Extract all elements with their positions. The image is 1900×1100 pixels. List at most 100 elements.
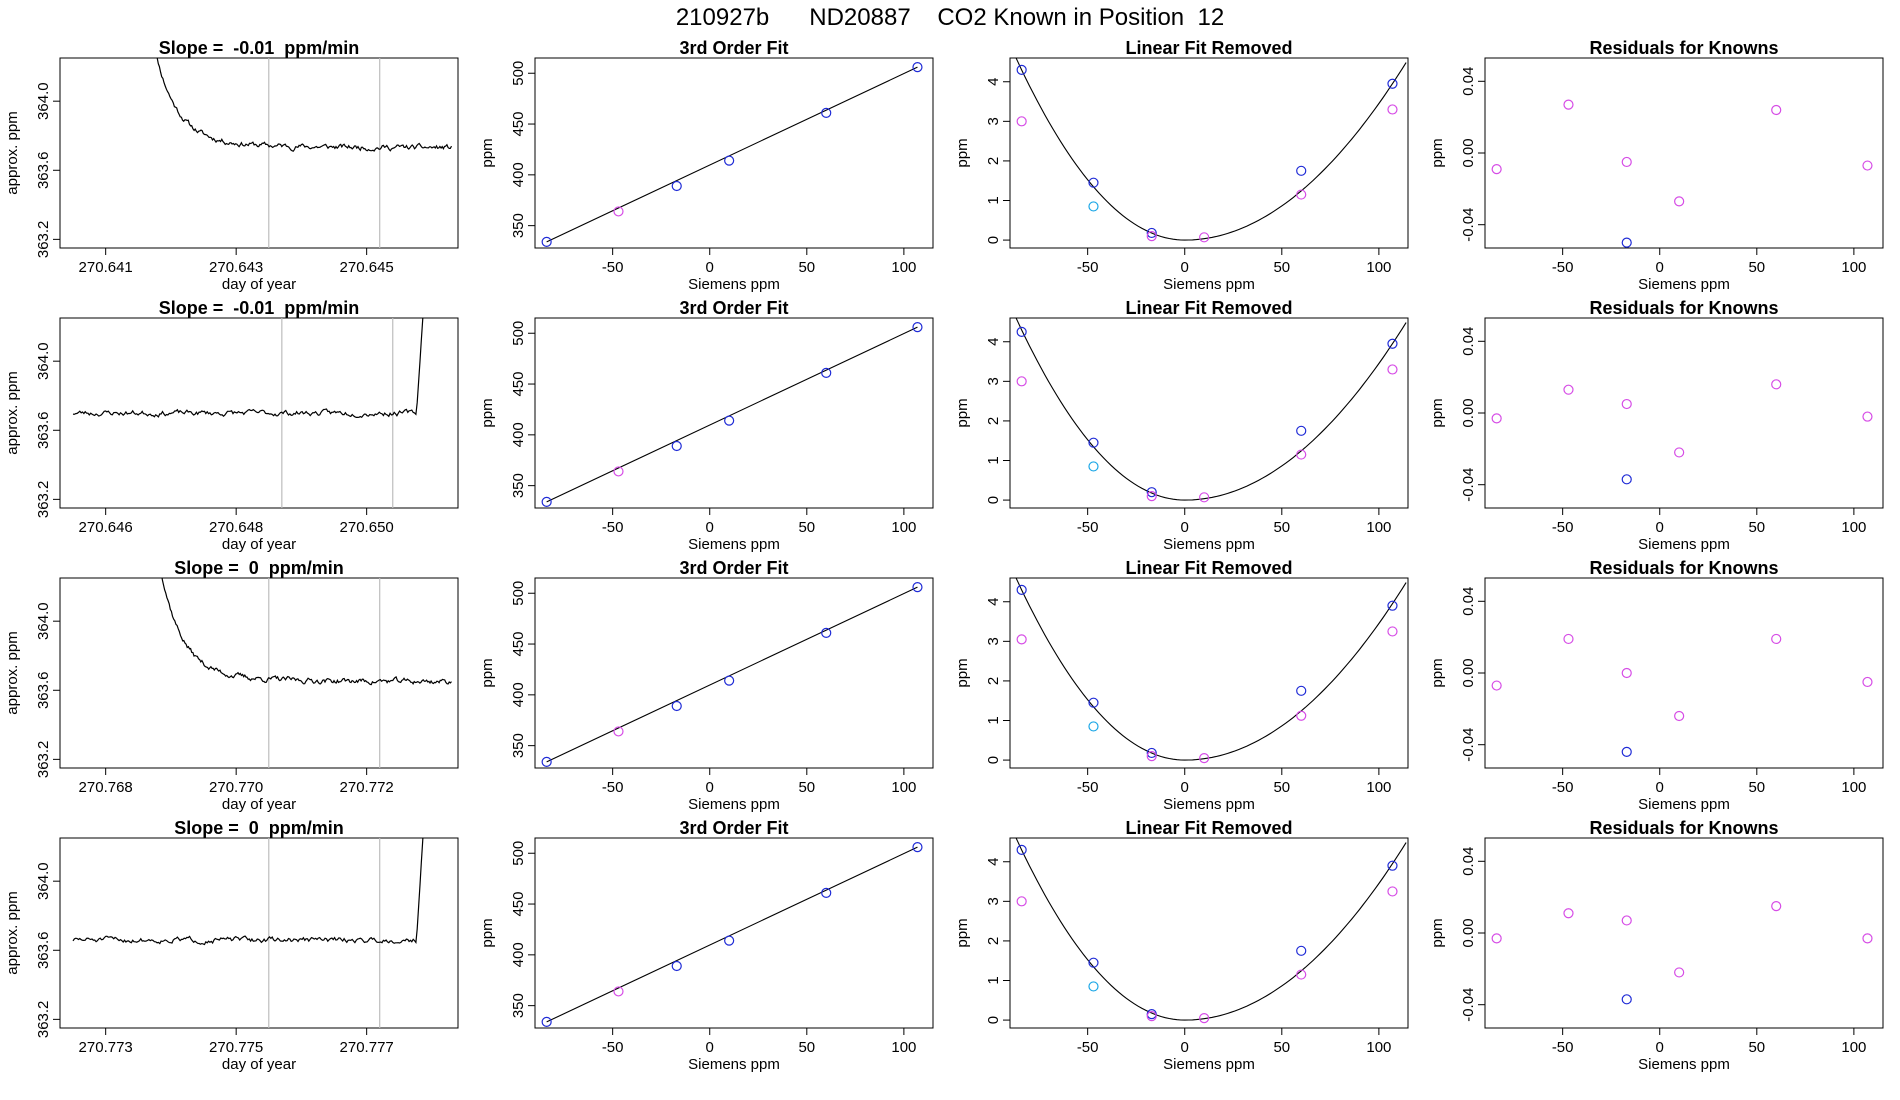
data-point: [1621, 667, 1632, 679]
data-point: [1491, 680, 1502, 691]
y-axis-label: ppm: [954, 138, 971, 167]
chart-title: 3rd Order Fit: [679, 558, 788, 578]
data-point: [541, 1016, 552, 1028]
y-tick-label: 0: [985, 1016, 1002, 1024]
y-axis-label: ppm: [954, 918, 971, 947]
x-tick-label: 0: [1656, 519, 1664, 536]
y-tick-label: 3: [985, 117, 1002, 125]
plot-frame: [1484, 317, 1884, 509]
plot-frame: [1009, 837, 1409, 1029]
data-point: [1296, 969, 1307, 980]
x-tick-label: 0: [706, 259, 714, 276]
chart-panel: 3rd Order Fit -50 0 50 100 350 400 450 500 Siemen…: [479, 558, 934, 813]
x-tick-label: 270.775: [209, 1039, 263, 1056]
chart-panel: Residuals for Knowns -50 0 50 100 -0.04 0.00 0.…: [1429, 298, 1884, 553]
x-tick-label: 100: [891, 1039, 916, 1056]
x-axis-label: Siemens ppm: [1638, 276, 1730, 293]
x-tick-label: 100: [1841, 779, 1866, 796]
y-tick-label: -0.04: [1460, 208, 1477, 242]
x-tick-label: -50: [602, 519, 624, 536]
y-axis-label: ppm: [479, 658, 496, 687]
x-axis-label: Siemens ppm: [1163, 276, 1255, 293]
plot-frame: [534, 317, 934, 509]
y-tick-label: -0.04: [1460, 728, 1477, 762]
data-point: [1199, 232, 1210, 243]
data-point: [1387, 626, 1398, 637]
y-axis-label: ppm: [1429, 918, 1446, 947]
x-tick-label: 270.643: [209, 259, 263, 276]
page-title: 210927b ND20887 CO2 Known in Position 12: [675, 4, 1225, 31]
y-tick-label: 0.04: [1460, 327, 1477, 356]
data-point: [912, 322, 923, 333]
plot-frame: [1484, 57, 1884, 249]
y-tick-label: 0.00: [1460, 918, 1477, 947]
y-axis-label: ppm: [1429, 658, 1446, 687]
fit-curve: [1015, 58, 1407, 241]
x-tick-label: 50: [1273, 779, 1290, 796]
plot-frame: [59, 317, 459, 509]
y-tick-label: 350: [510, 213, 527, 238]
plot-frame: [1009, 57, 1409, 249]
x-axis-label: Siemens ppm: [688, 536, 780, 553]
y-axis-label: ppm: [1429, 138, 1446, 167]
y-tick-label: 4: [985, 858, 1002, 866]
data-point: [1296, 685, 1307, 696]
y-tick-label: 2: [985, 677, 1002, 685]
x-tick-label: -50: [1552, 519, 1574, 536]
data-point: [613, 726, 624, 737]
chart-title: Slope = 0 ppm/min: [174, 558, 344, 578]
x-tick-label: 100: [1841, 519, 1866, 536]
x-tick-label: 50: [1273, 1039, 1290, 1056]
y-tick-label: 350: [510, 993, 527, 1018]
data-point: [1674, 710, 1685, 722]
x-axis-label: Siemens ppm: [688, 276, 780, 293]
x-tick-label: 50: [798, 519, 815, 536]
plot-frame: [534, 57, 934, 249]
x-tick-label: 50: [798, 259, 815, 276]
y-tick-label: 0.00: [1460, 398, 1477, 427]
data-point: [1862, 676, 1873, 688]
data-point: [1563, 908, 1574, 919]
data-point: [821, 367, 832, 378]
data-point: [1296, 945, 1307, 956]
x-tick-label: 0: [1181, 779, 1189, 796]
y-axis-label: approx. ppm: [4, 891, 21, 974]
x-tick-label: 270.773: [79, 1039, 133, 1056]
data-point: [1296, 189, 1307, 200]
y-tick-label: 450: [510, 632, 527, 657]
y-tick-label: 450: [510, 892, 527, 917]
x-tick-label: -50: [1077, 1039, 1099, 1056]
y-tick-label: 0.04: [1460, 587, 1477, 616]
data-point: [1199, 1013, 1210, 1024]
plot-frame: [1484, 837, 1884, 1029]
y-tick-label: 363.2: [35, 1001, 52, 1039]
y-tick-label: 2: [985, 937, 1002, 945]
x-tick-label: 270.641: [79, 259, 133, 276]
x-axis-label: Siemens ppm: [1163, 536, 1255, 553]
x-tick-label: 270.768: [79, 779, 133, 796]
x-tick-label: 100: [1841, 1039, 1866, 1056]
chart-panel: Linear Fit Removed -50 0 50 100 0 1 2 3 4 Siemens …: [954, 818, 1409, 1073]
x-tick-label: 50: [1748, 779, 1765, 796]
fit-line: [546, 326, 918, 503]
x-tick-label: 50: [1748, 519, 1765, 536]
x-tick-label: 100: [891, 259, 916, 276]
data-point: [1088, 461, 1099, 472]
data-point: [1862, 933, 1873, 944]
plot-frame: [59, 577, 459, 769]
y-tick-label: 400: [510, 422, 527, 447]
data-point: [1387, 104, 1398, 115]
chart-panel: Slope = 0 ppm/min 270.773 270.775 270.777 36…: [4, 818, 459, 1073]
data-point: [1387, 860, 1398, 871]
chart-panel: Slope = 0 ppm/min 270.768 270.770 270.772 36…: [4, 558, 459, 813]
x-tick-label: -50: [602, 1039, 624, 1056]
chart-panel: Residuals for Knowns -50 0 50 100 -0.04 0.00 0.…: [1429, 38, 1884, 293]
plot-frame: [1009, 317, 1409, 509]
x-tick-label: -50: [1552, 259, 1574, 276]
chart-title: 3rd Order Fit: [679, 818, 788, 838]
chart-panel: Slope = -0.01 ppm/min 270.646 270.648 270.6…: [4, 298, 459, 553]
data-point: [1621, 237, 1632, 248]
y-tick-label: 4: [985, 78, 1002, 86]
y-tick-label: 363.2: [35, 221, 52, 259]
data-point: [1491, 933, 1502, 944]
